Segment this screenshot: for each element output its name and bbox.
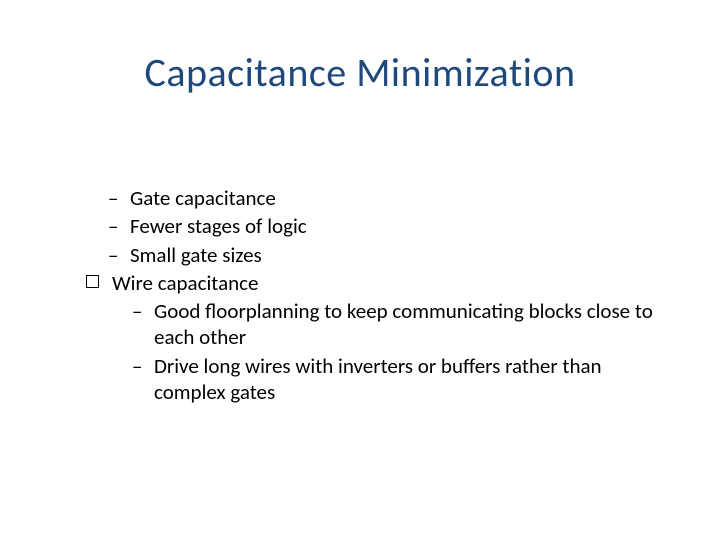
slide-content: Gate capacitance Fewer stages of logic S… <box>70 185 660 407</box>
square-bullet-icon <box>86 275 99 288</box>
slide-container: Capacitance Minimization Gate capacitanc… <box>0 0 720 540</box>
bullet-drive-long-wires: Drive long wires with inverters or buffe… <box>70 353 660 406</box>
bullet-floorplanning: Good floorplanning to keep communicating… <box>70 298 660 351</box>
slide-title: Capacitance Minimization <box>0 48 720 97</box>
bullet-small-gate: Small gate sizes <box>70 242 660 268</box>
bullet-gate-capacitance: Gate capacitance <box>70 185 660 211</box>
bullet-fewer-stages: Fewer stages of logic <box>70 213 660 239</box>
bullet-wire-capacitance: Wire capacitance <box>70 270 660 296</box>
bullet-wire-capacitance-label: Wire capacitance <box>112 270 259 296</box>
